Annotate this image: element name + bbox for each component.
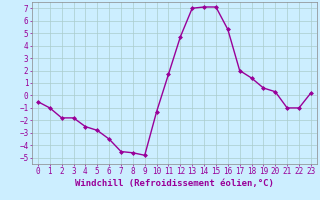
X-axis label: Windchill (Refroidissement éolien,°C): Windchill (Refroidissement éolien,°C): [75, 179, 274, 188]
